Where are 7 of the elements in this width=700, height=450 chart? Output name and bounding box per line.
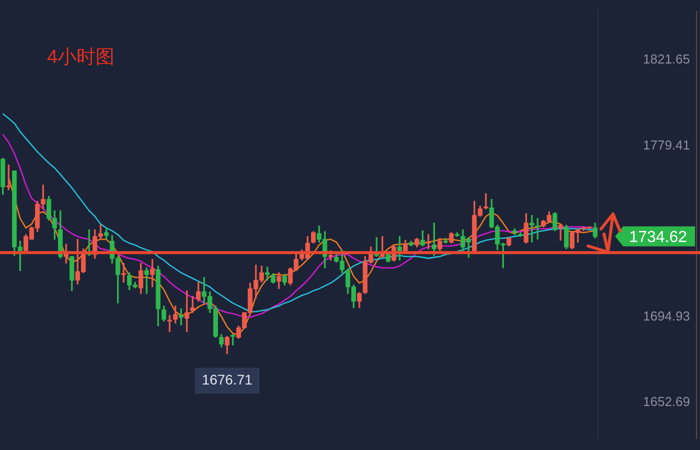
text: 4小时图 — [47, 47, 115, 68]
annotation: 1676.71 — [202, 372, 253, 388]
text: 1734.62 — [629, 228, 688, 246]
y-tick-label: 1821.65 — [643, 52, 690, 67]
y-tick-label: 1652.69 — [643, 394, 690, 409]
y-tick-label: 1694.93 — [643, 308, 690, 324]
y-tick-label: 1779.41 — [643, 137, 690, 152]
